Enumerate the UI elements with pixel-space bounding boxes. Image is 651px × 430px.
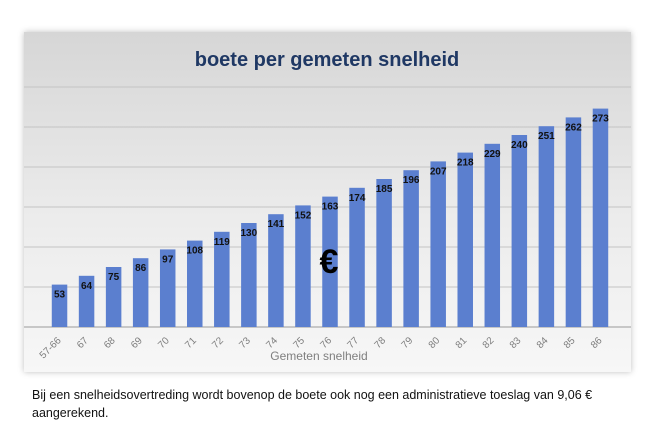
data-label: 240 <box>511 140 528 151</box>
bar-67 <box>78 275 95 327</box>
data-label: 97 <box>162 254 174 265</box>
x-tick-label: 83 <box>508 335 524 351</box>
bar-81 <box>457 152 473 327</box>
data-label: 185 <box>376 184 393 195</box>
data-label: 196 <box>403 175 420 186</box>
data-label: 119 <box>214 237 231 248</box>
bar-82 <box>484 143 501 327</box>
data-label: 229 <box>484 149 501 160</box>
bar-57-66 <box>51 284 68 327</box>
bar-83 <box>511 135 528 327</box>
x-tick-label: 69 <box>129 335 145 351</box>
data-label: 141 <box>268 219 285 230</box>
data-label: 130 <box>241 228 258 239</box>
data-label: 53 <box>54 290 66 301</box>
x-tick-label: 70 <box>156 335 172 351</box>
bar-80 <box>430 161 446 327</box>
data-label: 152 <box>295 210 312 221</box>
caption-text: Bij een snelheidsovertreding wordt boven… <box>32 388 593 420</box>
data-labels: 53 64 75 86 97 108 119 130 141 152 163 174 185 196 207… <box>54 114 609 301</box>
bar-84 <box>538 126 555 327</box>
data-label: 251 <box>538 131 555 142</box>
euro-annotation: € <box>320 243 339 281</box>
data-label: 108 <box>186 246 203 257</box>
bar-75 <box>295 205 311 327</box>
x-tick-label: 86 <box>589 335 605 351</box>
x-axis-label: Gemeten snelheid <box>270 349 367 363</box>
bar-86 <box>592 108 609 327</box>
bar-68 <box>105 267 122 327</box>
x-tick-label: 80 <box>427 335 443 351</box>
x-tick-label: 73 <box>237 335 253 351</box>
x-tick-label: 68 <box>102 335 118 351</box>
x-tick-label: 82 <box>481 335 497 351</box>
bar-74 <box>268 214 284 327</box>
bar-76 <box>322 196 338 327</box>
bar-78 <box>376 179 392 327</box>
bar-73 <box>241 223 257 327</box>
data-label: 262 <box>565 122 582 133</box>
bar-85 <box>565 117 582 328</box>
data-label: 273 <box>592 114 609 125</box>
x-tick-label: 81 <box>454 335 470 351</box>
x-tick-label: 71 <box>183 335 199 351</box>
bar-69 <box>132 258 149 327</box>
data-label: 174 <box>349 193 366 204</box>
chart-title: boete per gemeten snelheid <box>195 49 460 71</box>
bar-79 <box>403 170 419 327</box>
bar-chart: boete per gemeten snelheid 53 64 75 86 97 108… <box>24 49 631 363</box>
data-label: 218 <box>457 158 474 169</box>
bar-77 <box>349 187 365 327</box>
bar-70 <box>159 249 176 327</box>
x-tick-label: 57-66 <box>38 335 64 361</box>
data-label: 207 <box>430 166 447 177</box>
x-tick-label: 84 <box>535 335 551 351</box>
x-tick-label: 79 <box>400 335 416 351</box>
bar-72 <box>214 231 230 327</box>
chart-container: boete per gemeten snelheid 53 64 75 86 97 108… <box>24 32 631 372</box>
data-label: 86 <box>135 263 147 274</box>
data-label: 163 <box>322 202 339 213</box>
x-tick-label: 85 <box>562 335 578 351</box>
x-tick-label: 72 <box>210 335 226 351</box>
x-tick-label: 67 <box>75 335 91 351</box>
data-label: 75 <box>108 272 120 283</box>
data-label: 64 <box>81 281 93 292</box>
bars <box>51 108 609 328</box>
bar-71 <box>187 240 203 327</box>
x-tick-label: 78 <box>373 335 389 351</box>
